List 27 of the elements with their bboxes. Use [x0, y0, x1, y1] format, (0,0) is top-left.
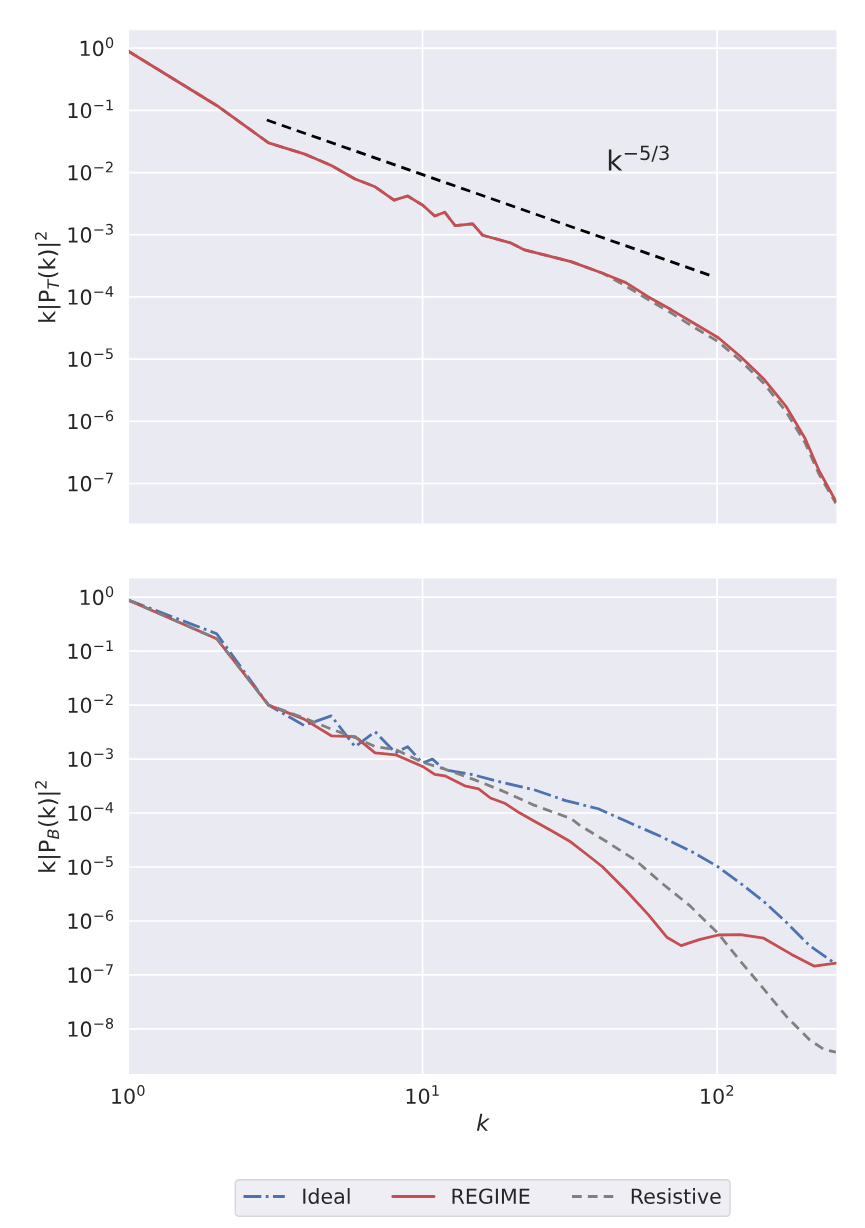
y-tick-label: 10$^{0}$ [80, 37, 114, 57]
legend-label: Ideal [303, 1188, 350, 1205]
y-tick-label: 10$^{−1}$ [68, 99, 113, 119]
y-tick-label: 10$^{−2}$ [68, 694, 113, 714]
x-axis-title: k [476, 1113, 490, 1131]
y-tick-label: 10$^{−1}$ [68, 640, 113, 660]
x-tick-label: 10$^{0}$ [112, 1085, 145, 1104]
y-tick-label: 10$^{−3}$ [68, 748, 113, 768]
y-axis-title: k|P$_{B}$(k)|$^{2}$ [34, 781, 61, 872]
x-tick-label: 10$^{2}$ [701, 1085, 734, 1104]
y-tick-label: 10$^{−2}$ [68, 161, 113, 181]
y-tick-label: 10$^{−4}$ [68, 802, 114, 822]
y-tick-label: 10$^{−3}$ [68, 223, 113, 243]
y-tick-label: 10$^{−7}$ [68, 964, 113, 983]
x-tick-label: 10$^{1}$ [406, 1085, 439, 1105]
y-tick-label: 10$^{−8}$ [68, 1017, 114, 1037]
y-tick-label: 10$^{−5}$ [68, 856, 113, 875]
y-tick-label: 10$^{−6}$ [68, 410, 114, 430]
y-tick-label: 10$^{−4}$ [68, 286, 114, 305]
legend-label: REGIME [452, 1188, 530, 1205]
legend-label: Resistive [631, 1188, 721, 1205]
y-tick-label: 10$^{−6}$ [68, 910, 114, 929]
y-tick-label: 10$^{0}$ [80, 586, 114, 606]
y-tick-label: 10$^{−5}$ [68, 348, 113, 368]
y-axis-title: k|P$_{T}$(k)|$^{2}$ [34, 232, 61, 322]
annotation: k$^{−5/3}$ [608, 145, 669, 171]
y-tick-label: 10$^{−7}$ [68, 472, 113, 492]
